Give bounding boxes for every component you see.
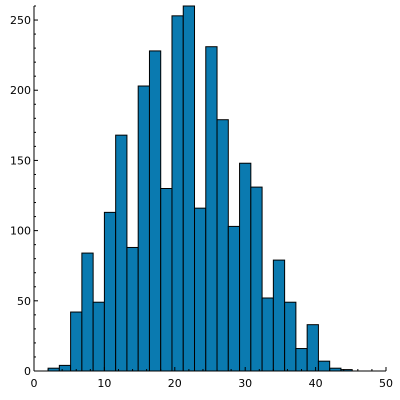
- histogram-bar: [239, 162, 252, 372]
- histogram-bar: [272, 259, 286, 372]
- histogram-bar: [216, 119, 229, 372]
- histogram-bar: [317, 360, 331, 372]
- histogram-bar: [261, 297, 274, 372]
- y-ticks-group: 0 50 100 150 200 250: [10, 5, 38, 378]
- histogram-bar: [137, 85, 150, 372]
- histogram-bar: [227, 225, 241, 372]
- y-tick-label: 150: [10, 154, 31, 167]
- y-tick-label: 100: [10, 225, 31, 238]
- histogram-bar: [250, 186, 263, 372]
- histogram-bar: [171, 15, 184, 372]
- histogram-bar: [70, 311, 83, 372]
- histogram-bar: [92, 301, 105, 372]
- x-tick-label: 20: [168, 377, 182, 390]
- x-tick-label: 10: [97, 377, 111, 390]
- histogram-bar: [81, 252, 94, 372]
- histogram-bar: [306, 324, 319, 372]
- x-tick-label: 50: [379, 377, 393, 390]
- histogram-bar: [58, 364, 72, 372]
- histogram-bar: [295, 348, 308, 372]
- histogram-bar: [284, 301, 297, 372]
- bars-group: [47, 5, 353, 372]
- histogram-bar: [194, 207, 207, 372]
- y-tick-label: 200: [10, 84, 31, 97]
- y-tick-label: 50: [17, 295, 31, 308]
- x-ticks-group: 0 10 20 30 40 50: [31, 367, 393, 390]
- x-tick-label: 40: [309, 377, 323, 390]
- x-tick-label: 0: [31, 377, 38, 390]
- histogram-bar: [160, 188, 173, 372]
- histogram-bar: [182, 5, 196, 372]
- x-tick-label: 30: [238, 377, 252, 390]
- histogram-bar: [126, 246, 139, 372]
- y-tick-label: 0: [24, 365, 31, 378]
- histogram-bar: [148, 50, 162, 372]
- histogram-bar: [103, 211, 117, 372]
- histogram-bar: [205, 46, 218, 372]
- y-tick-label: 250: [10, 14, 31, 27]
- histogram-bar: [115, 134, 128, 372]
